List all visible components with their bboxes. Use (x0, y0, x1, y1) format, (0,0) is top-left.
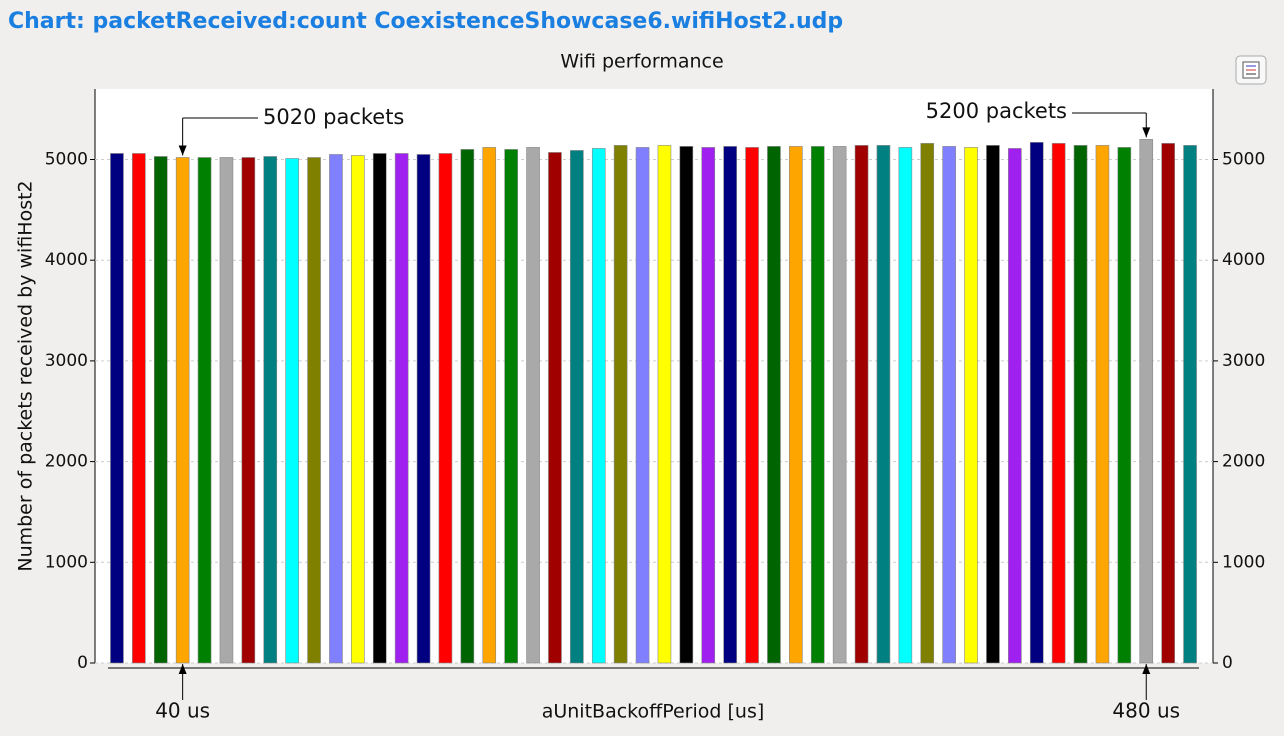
y2-tick-label: 5000 (1222, 149, 1265, 169)
window-title: Chart: packetReceived:count CoexistenceS… (8, 9, 843, 34)
bar (263, 156, 278, 664)
bar (110, 153, 124, 664)
bar (526, 147, 540, 664)
bar (898, 147, 913, 664)
bar (745, 147, 759, 664)
y2-tick-label: 3000 (1222, 351, 1265, 371)
bar (416, 154, 431, 664)
bar (964, 147, 978, 664)
bar (241, 157, 256, 664)
bar (460, 149, 475, 664)
bar (219, 157, 234, 664)
bar (854, 145, 869, 664)
bar (351, 155, 365, 664)
bar (613, 145, 628, 664)
bar (438, 153, 453, 664)
arrow-head (1142, 127, 1151, 138)
legend-button[interactable] (1235, 55, 1267, 85)
bar (570, 150, 584, 664)
bar (1095, 145, 1110, 664)
bar (1139, 139, 1154, 664)
bar (679, 146, 694, 664)
bar (1008, 148, 1022, 664)
y-tick-label: 4000 (45, 250, 88, 270)
bar (394, 153, 409, 664)
bar (504, 149, 518, 664)
bar (767, 146, 781, 664)
y-tick-label: 5000 (45, 149, 88, 169)
bar (329, 154, 343, 664)
bar (810, 146, 825, 664)
bar (1117, 147, 1132, 664)
y2-tick-label: 1000 (1222, 552, 1265, 572)
y2-tick-label: 2000 (1222, 452, 1265, 472)
x-axis-label: aUnitBackoffPeriod [us] (542, 701, 765, 723)
bar (548, 152, 562, 664)
y2-tick-label: 0 (1222, 653, 1233, 673)
bar (1073, 145, 1088, 664)
bar (789, 146, 803, 664)
bar (285, 158, 299, 664)
bar (307, 157, 321, 664)
annotation: 40 us (155, 699, 210, 723)
chart-title: Wifi performance (560, 51, 723, 73)
arrow-head (1142, 664, 1151, 674)
y-tick-label: 3000 (45, 351, 88, 371)
annotation: 5200 packets (926, 99, 1067, 123)
bar (701, 147, 716, 664)
annotation: 480 us (1112, 699, 1180, 723)
bar (197, 157, 212, 664)
arrow-head (178, 664, 187, 674)
y-tick-label: 2000 (45, 452, 88, 472)
bar (942, 146, 956, 664)
bar (986, 145, 1000, 664)
plot-area (95, 89, 1213, 663)
y-axis-label: Number of packets received by wifiHost2 (15, 180, 37, 571)
bar (920, 143, 935, 664)
bar (132, 153, 146, 664)
bar (591, 148, 606, 664)
y2-tick-label: 4000 (1222, 250, 1265, 270)
bar (1029, 142, 1044, 664)
bar (635, 147, 650, 664)
annotation: 5020 packets (263, 105, 404, 129)
bar (175, 157, 190, 664)
bar (1183, 145, 1197, 664)
bar (832, 146, 847, 664)
arrow-head (178, 145, 187, 156)
bar (153, 156, 168, 664)
bar (876, 145, 891, 664)
bar (1051, 143, 1066, 664)
bar (1161, 143, 1175, 664)
bar (657, 145, 672, 664)
y-tick-label: 0 (77, 653, 88, 673)
bar (372, 153, 387, 664)
bar (723, 146, 737, 664)
y-tick-label: 1000 (45, 552, 88, 572)
bar (482, 147, 497, 664)
